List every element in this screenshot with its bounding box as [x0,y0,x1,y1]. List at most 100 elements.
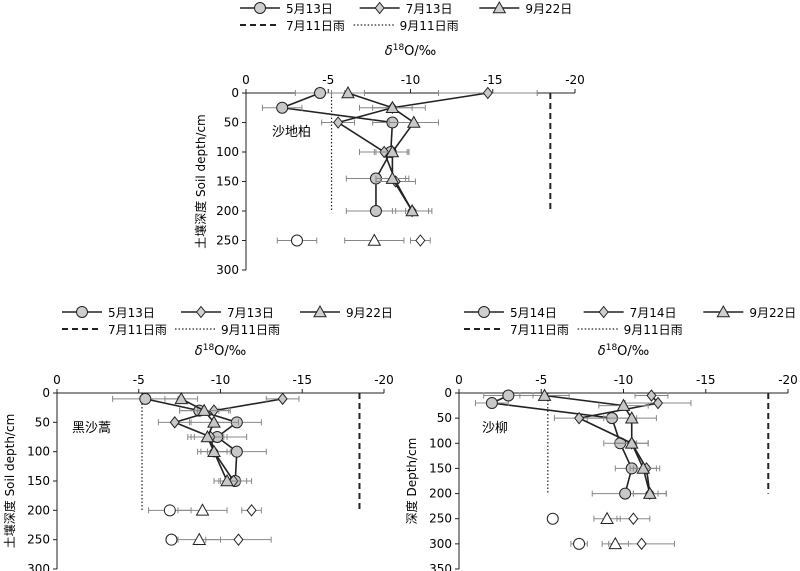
x-tick-label: 0 [242,73,250,87]
axes: 0 -5 -10 -15 -20 0 50 100 150 200 250 300 土壤深度 Soil … [2,373,394,571]
y-tick-label: 200 [216,204,239,218]
y-tick-label: 200 [429,487,452,501]
data-point [207,444,221,457]
data-point [200,429,215,443]
series-line [336,92,488,212]
data-point [624,436,639,449]
y-axis-title: 土壤深度 Soil depth/cm [193,114,208,249]
legend-marker-triangle [492,0,507,14]
data-point [546,512,559,525]
y-tick-label: 0 [231,86,239,100]
legend-label: 7月14日 [630,306,677,320]
legend-marker-triangle [716,304,731,318]
y-tick-label: 50 [224,116,239,130]
data-point [277,392,288,406]
panel-label: 黑沙蒿 [72,421,111,436]
legend-marker-triangle [313,304,327,318]
legend-marker-circle [478,306,490,318]
data-point [600,511,614,525]
x-tick-label: 0 [455,373,463,387]
data-point [233,533,244,546]
y-tick-label: 50 [35,415,50,429]
y-tick-label: 300 [216,263,239,277]
data-point [246,504,257,517]
legend-label: 9月11日雨 [221,323,280,337]
y-tick-label: 150 [27,474,50,488]
y-tick-label: 250 [216,234,239,248]
data-point [482,86,493,100]
data-point [207,415,221,428]
legend-marker-circle [254,2,266,14]
y-tick-label: 0 [42,386,50,400]
series-triangle [331,85,439,246]
legend-label: 7月11日雨 [108,323,167,337]
legend: 5月13日 7月13日 9月22日 7月11日雨 9月11日雨 [240,0,572,33]
data-point [616,398,631,411]
legend-marker-diamond [195,305,207,319]
data-point [624,411,639,424]
data-point [230,445,243,458]
data-point [314,87,327,99]
data-point [341,85,355,99]
chart-panel-1: 5月13日 7月13日 9月22日 7月11日雨 9月11日雨 δ18O/‰ 0 -5 -10 -… [193,0,585,277]
data-point [333,116,344,129]
y-tick-label: 0 [444,386,452,400]
y-tick-label: 50 [437,411,452,425]
legend-marker-diamond [374,1,385,15]
data-point [195,503,210,516]
legend: 5月13日 7月13日 9月22日 7月11日雨 9月11日雨 [62,304,393,337]
data-point [385,144,400,158]
legend-label: 7月11日雨 [510,323,569,337]
axes: 0 -5 -10 -15 -20 0 50 100 150 200 250 300 土壤深度 Soil … [193,73,585,277]
legend-label: 9月22日 [525,2,572,16]
panel-label: 沙地柏 [272,125,311,140]
data-point [636,537,647,551]
x-tick-label: -5 [133,373,145,387]
y-tick-label: 100 [216,145,239,159]
data-point [385,171,400,184]
y-axis-title: 土壤深度 Soil depth/cm [2,414,17,549]
x-tick-label: -10 [401,73,421,87]
x-tick-label: -20 [374,373,394,387]
x-tick-label: -15 [292,373,312,387]
y-tick-label: 250 [27,533,50,547]
data-point [574,411,585,425]
panel-label: 沙柳 [482,421,508,436]
y-tick-label: 150 [216,175,239,189]
legend-label: 9月11日雨 [624,323,683,337]
data-point [619,487,632,500]
x-tick-label: -5 [322,73,334,87]
series-line [489,394,633,494]
data-point [220,473,234,487]
series-triangle [519,388,667,550]
data-point [636,461,651,474]
legend-label: 9月22日 [749,306,796,320]
data-point [628,512,639,526]
legend: 5月14日 7月14日 9月22日 7月11日雨 9月11日雨 [464,304,796,337]
data-point [653,396,664,410]
x-tick-label: -10 [614,373,634,387]
legend-label: 5月14日 [510,306,557,320]
data-point [165,533,178,546]
data-point [646,389,657,402]
data-point [405,203,419,217]
data-point [537,388,552,401]
data-point [608,536,623,550]
data-point [192,532,207,545]
data-point [406,115,421,128]
data-point [415,234,426,247]
data-point [367,233,382,246]
x-tick-label: -15 [696,373,716,387]
legend-marker-circle [76,306,88,318]
legend-label: 5月13日 [108,306,155,320]
series-diamond [321,86,538,247]
y-tick-label: 250 [429,512,452,526]
x-axis-title: δ18O/‰ [195,343,246,359]
chart-panel-2: 5月13日 7月13日 9月22日 7月11日雨 9月11日雨 δ18O/‰ 0 -5 -10 -… [2,304,394,571]
y-tick-label: 300 [429,537,452,551]
legend-marker-diamond [598,305,609,319]
y-tick-label: 300 [27,562,50,571]
y-tick-label: 100 [429,436,452,450]
x-tick-label: -15 [483,73,503,87]
